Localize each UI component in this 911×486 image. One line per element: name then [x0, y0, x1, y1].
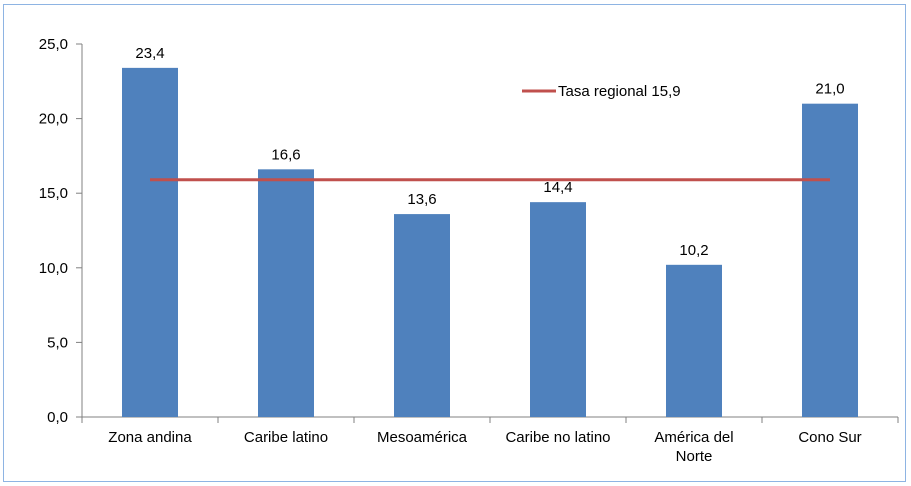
bar-value-label: 21,0 — [815, 81, 844, 98]
bars — [122, 67, 858, 418]
x-category-label: Caribe no latino — [505, 429, 610, 446]
y-tick-label: 20,0 — [39, 111, 68, 128]
bar — [802, 103, 858, 418]
x-category-label: Mesoamérica — [377, 429, 468, 446]
axes: 0,0 5,0 10,0 15,0 20,0 25,0 Zona andina Caribe … — [39, 36, 899, 465]
bar-value-label: 10,2 — [679, 242, 708, 259]
bar-value-label: 16,6 — [271, 146, 300, 163]
x-category-label: Caribe latino — [244, 429, 328, 446]
legend: Tasa regional 15,9 — [522, 83, 681, 100]
y-tick-label: 5,0 — [47, 334, 68, 351]
y-tick-label: 10,0 — [39, 260, 68, 277]
data-labels: 23,4 16,6 13,6 14,4 10,2 21,0 — [135, 45, 844, 259]
bar — [258, 169, 314, 417]
bar — [530, 202, 586, 417]
y-tick-label: 25,0 — [39, 36, 68, 53]
x-category-label: América del Norte — [654, 429, 733, 465]
legend-label: Tasa regional 15,9 — [558, 83, 681, 100]
y-tick-label: 15,0 — [39, 185, 68, 202]
x-category-label: Zona andina — [108, 429, 192, 446]
x-category-label: Cono Sur — [798, 429, 861, 446]
bar — [666, 264, 722, 417]
bar-value-label: 23,4 — [135, 45, 164, 62]
bar — [394, 214, 450, 417]
bar-value-label: 13,6 — [407, 191, 436, 208]
bar-value-label: 14,4 — [543, 179, 572, 196]
y-tick-label: 0,0 — [47, 409, 68, 426]
bar — [122, 67, 178, 417]
